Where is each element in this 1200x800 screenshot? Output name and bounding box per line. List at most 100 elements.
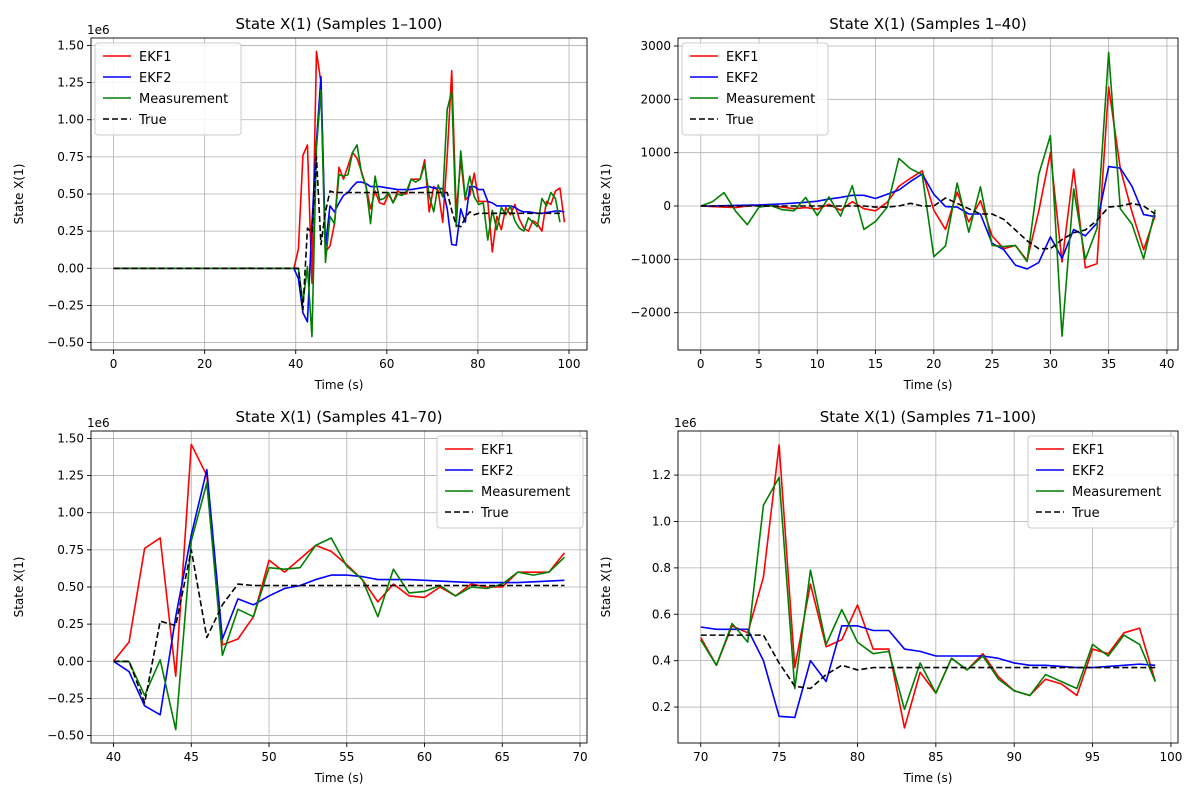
x-tick-label: 25 bbox=[984, 357, 999, 371]
series-line-true bbox=[113, 549, 565, 704]
axis-offset-label: 1e6 bbox=[674, 416, 697, 430]
x-tick-label: 5 bbox=[755, 357, 763, 371]
y-tick-label: 0.6 bbox=[652, 607, 671, 621]
x-tick-label: 70 bbox=[693, 750, 708, 764]
legend-label-ekf2: EKF2 bbox=[481, 464, 514, 479]
y-tick-label: 0.00 bbox=[57, 654, 84, 668]
legend-box bbox=[681, 42, 829, 136]
y-tick-label: 0.75 bbox=[57, 543, 84, 557]
axes-frame bbox=[677, 37, 1179, 351]
x-axis-label: Time (s) bbox=[314, 771, 364, 785]
x-tick-label: 55 bbox=[339, 750, 354, 764]
chart-panel-2: 0 5 10 15 20 25 30 35 40 −2000 −1000 0 1000 2000 3000 S… bbox=[599, 15, 1179, 392]
y-tick-label: 2000 bbox=[640, 92, 671, 106]
legend-label-true: True bbox=[725, 113, 754, 128]
x-tick-label: 20 bbox=[197, 357, 212, 371]
y-tick-label: −2000 bbox=[630, 306, 671, 320]
x-tick-label: 45 bbox=[184, 750, 199, 764]
series-line-ekf2 bbox=[700, 165, 1156, 270]
legend-box bbox=[1027, 435, 1175, 529]
x-tick-label: 75 bbox=[771, 750, 786, 764]
legend-label-ekf2: EKF2 bbox=[139, 71, 172, 86]
x-tick-label: 100 bbox=[558, 357, 581, 371]
series-line-ekf1 bbox=[700, 444, 1157, 729]
x-tick-label: 40 bbox=[106, 750, 121, 764]
legend-label-measurement: Measurement bbox=[1072, 485, 1161, 500]
x-tick-label: 80 bbox=[850, 750, 865, 764]
x-tick-label: 60 bbox=[379, 357, 394, 371]
legend-label-ekf2: EKF2 bbox=[726, 71, 759, 86]
legend: EKF1 EKF2 Measurement True bbox=[94, 42, 242, 136]
axes-frame bbox=[677, 430, 1179, 744]
legend: EKF1 EKF2 Measurement True bbox=[681, 42, 829, 136]
x-tick-label: 30 bbox=[1043, 357, 1058, 371]
y-tick-label: 0 bbox=[663, 199, 671, 213]
y-tick-label: −0.50 bbox=[47, 729, 84, 743]
x-tick-label: 10 bbox=[810, 357, 825, 371]
legend-label-ekf1: EKF1 bbox=[139, 50, 172, 65]
chart-title: State X(1) (Samples 41–70) bbox=[236, 408, 443, 426]
x-tick-label: 50 bbox=[261, 750, 276, 764]
chart-panel-3: 40 45 50 55 60 65 70 −0.50 −0.25 0.00 0.25 0.50 0.75… bbox=[12, 408, 588, 785]
y-tick-label: 1.2 bbox=[652, 468, 671, 482]
series-line-true bbox=[113, 156, 560, 311]
x-tick-label: 90 bbox=[1007, 750, 1022, 764]
y-tick-label: 1.50 bbox=[57, 38, 84, 52]
y-tick-label: 1.25 bbox=[57, 469, 84, 483]
legend-label-measurement: Measurement bbox=[726, 92, 815, 107]
series-line-measurement bbox=[700, 476, 1157, 711]
legend-label-ekf2: EKF2 bbox=[1072, 464, 1105, 479]
x-tick-label: 60 bbox=[417, 750, 432, 764]
x-tick-label: 15 bbox=[868, 357, 883, 371]
legend-label-measurement: Measurement bbox=[481, 485, 570, 500]
x-tick-label: 0 bbox=[110, 357, 118, 371]
y-tick-label: 1.00 bbox=[57, 506, 84, 520]
axis-offset-label: 1e6 bbox=[87, 416, 110, 430]
legend-label-ekf1: EKF1 bbox=[1072, 443, 1105, 458]
y-tick-label: 1000 bbox=[640, 146, 671, 160]
chart-panel-1: 0 20 40 60 80 100 −0.50 −0.25 0.00 0.25 0.50 0.75 1.… bbox=[12, 15, 588, 392]
series-line-measurement bbox=[113, 482, 566, 731]
x-tick-label: 95 bbox=[1085, 750, 1100, 764]
x-tick-label: 100 bbox=[1159, 750, 1182, 764]
legend-label-ekf1: EKF1 bbox=[481, 443, 514, 458]
x-tick-label: 40 bbox=[1159, 357, 1174, 371]
y-tick-label: 1.0 bbox=[652, 514, 671, 528]
chart-title: State X(1) (Samples 1–100) bbox=[236, 15, 443, 33]
chart-panel-4: 70 75 80 85 90 95 100 0.2 0.4 0.6 0.8 1.0 1.2 1e6 Stat… bbox=[599, 408, 1182, 785]
y-tick-label: 0.25 bbox=[57, 617, 84, 631]
x-tick-label: 70 bbox=[572, 750, 587, 764]
x-tick-label: 0 bbox=[697, 357, 705, 371]
y-axis-label: State X(1) bbox=[12, 164, 26, 225]
y-tick-label: 0.50 bbox=[57, 187, 84, 201]
y-tick-label: 1.50 bbox=[57, 431, 84, 445]
y-tick-label: 1.00 bbox=[57, 113, 84, 127]
x-tick-label: 40 bbox=[288, 357, 303, 371]
y-tick-label: 0.75 bbox=[57, 150, 84, 164]
x-axis-label: Time (s) bbox=[314, 378, 364, 392]
x-tick-label: 65 bbox=[495, 750, 510, 764]
legend-label-measurement: Measurement bbox=[139, 92, 228, 107]
y-tick-label: 0.00 bbox=[57, 261, 84, 275]
chart-title: State X(1) (Samples 1–40) bbox=[829, 15, 1026, 33]
y-tick-label: 0.8 bbox=[652, 561, 671, 575]
legend-label-true: True bbox=[1071, 506, 1100, 521]
y-tick-label: 0.25 bbox=[57, 224, 84, 238]
y-axis-label: State X(1) bbox=[12, 557, 26, 618]
y-tick-label: 0.50 bbox=[57, 580, 84, 594]
y-tick-label: 3000 bbox=[640, 39, 671, 53]
x-axis-label: Time (s) bbox=[903, 378, 953, 392]
series-line-ekf2 bbox=[700, 625, 1156, 719]
y-tick-label: −0.50 bbox=[47, 336, 84, 350]
axis-offset-label: 1e6 bbox=[87, 23, 110, 37]
legend-label-true: True bbox=[480, 506, 509, 521]
x-tick-label: 80 bbox=[470, 357, 485, 371]
series-line-measurement bbox=[700, 51, 1157, 337]
x-tick-label: 85 bbox=[928, 750, 943, 764]
x-axis-label: Time (s) bbox=[903, 771, 953, 785]
y-tick-label: −0.25 bbox=[47, 691, 84, 705]
y-tick-label: 0.2 bbox=[652, 700, 671, 714]
legend: EKF1 EKF2 Measurement True bbox=[1027, 435, 1175, 529]
y-tick-label: −0.25 bbox=[47, 298, 84, 312]
